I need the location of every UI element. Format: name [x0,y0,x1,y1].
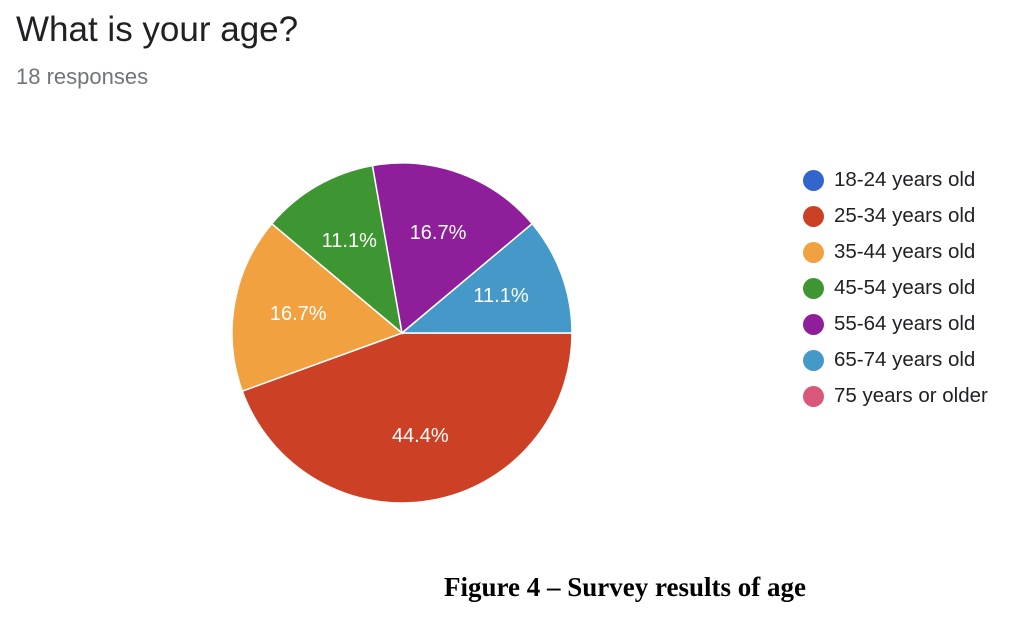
response-count: 18 responses [16,64,149,89]
pie-slice-25-34-years-old [241,332,573,504]
legend-swatch [803,313,824,335]
question-title: What is your age? [16,10,299,49]
legend-swatch [803,169,824,191]
pie-slice-45-54-years-old [270,164,404,335]
legend-item-35-44-years-old: 35-44 years old [803,234,1018,270]
legend-label: 25-34 years old [834,204,976,227]
figure-caption: Figure 4 – Survey results of age [444,572,806,602]
legend-item-25-34-years-old: 25-34 years old [803,198,1018,234]
legend-label: 55-64 years old [834,312,976,335]
pie-label-25-34-years-old: 44.4% [392,425,449,447]
chart-legend: 18-24 years old 25-34 years old 35-44 year… [803,162,1018,414]
legend-label: 45-54 years old [834,276,976,299]
pie-label-65-74-years-old: 11.1% [473,285,528,307]
legend-item-18-24-years-old: 18-24 years old [803,162,1018,198]
pie-slice-65-74-years-old [399,222,573,334]
legend-label: 75 years or older [834,384,988,407]
legend-item-65-74-years-old: 65-74 years old [803,342,1018,378]
pie-label-55-64-years-old: 16.7% [410,222,467,244]
pie-slice-55-64-years-old [371,162,534,335]
legend-item-55-64-years-old: 55-64 years old [803,306,1018,342]
legend-swatch [803,385,824,407]
pie-slice-35-44-years-old [231,222,404,393]
legend-swatch [803,277,824,299]
pie-label-45-54-years-old: 11.1% [322,230,377,252]
legend-swatch [803,241,824,263]
legend-swatch [803,349,824,371]
legend-label: 35-44 years old [834,240,976,263]
legend-item-45-54-years-old: 45-54 years old [803,270,1018,306]
legend-swatch [803,205,824,227]
legend-label: 65-74 years old [834,348,976,371]
pie-label-35-44-years-old: 16.7% [270,303,327,325]
legend-item-75-years-or-older: 75 years or older [803,378,1018,414]
legend-label: 18-24 years old [834,168,976,191]
